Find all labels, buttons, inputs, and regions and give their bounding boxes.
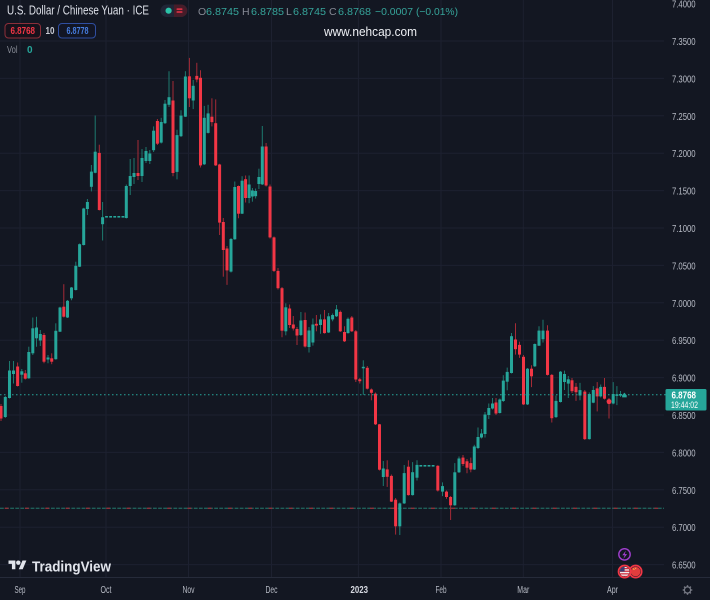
svg-text:C: C — [329, 6, 337, 18]
svg-text:6.8768: 6.8768 — [672, 390, 697, 401]
svg-text:Feb: Feb — [436, 585, 447, 596]
svg-text:6.7000: 6.7000 — [672, 523, 696, 534]
svg-text:Apr: Apr — [607, 585, 618, 596]
svg-text:Nov: Nov — [183, 585, 195, 596]
svg-text:7.3000: 7.3000 — [672, 74, 696, 85]
svg-text:6.9000: 6.9000 — [672, 374, 696, 385]
svg-text:2023: 2023 — [350, 585, 368, 596]
svg-text:10: 10 — [46, 26, 55, 37]
svg-text:7.1000: 7.1000 — [672, 224, 696, 235]
svg-text:6.7500: 6.7500 — [672, 486, 696, 497]
svg-text:6.9500: 6.9500 — [672, 336, 696, 347]
svg-text:6.8778: 6.8778 — [67, 26, 89, 37]
svg-text:www.nehcap.com: www.nehcap.com — [323, 24, 417, 39]
svg-text:Sep: Sep — [15, 585, 26, 596]
svg-text:Oct: Oct — [101, 585, 112, 596]
svg-text:6.8500: 6.8500 — [672, 411, 696, 422]
svg-text:6.6500: 6.6500 — [672, 561, 696, 572]
svg-text:7.2500: 7.2500 — [672, 112, 696, 123]
svg-text:Mar: Mar — [517, 585, 529, 596]
svg-text:7.2000: 7.2000 — [672, 149, 696, 160]
svg-text:6.8785: 6.8785 — [251, 6, 284, 18]
svg-text:7.4000: 7.4000 — [672, 0, 696, 11]
svg-text:6.8768: 6.8768 — [338, 6, 371, 18]
svg-text:6.8745: 6.8745 — [206, 6, 239, 18]
svg-text:H: H — [242, 6, 250, 18]
svg-text:O: O — [198, 6, 206, 18]
svg-text:7.0500: 7.0500 — [672, 261, 696, 272]
svg-text:6.8745: 6.8745 — [293, 6, 326, 18]
svg-text:−0.0007: −0.0007 — [375, 6, 413, 18]
svg-text:7.3500: 7.3500 — [672, 37, 696, 48]
svg-text:Vol: Vol — [7, 45, 18, 56]
svg-text:Dec: Dec — [266, 585, 278, 596]
svg-text:TradingView: TradingView — [32, 560, 112, 576]
svg-text:0: 0 — [27, 45, 33, 56]
svg-text:19:44:02: 19:44:02 — [671, 400, 698, 411]
svg-text:7.0000: 7.0000 — [672, 299, 696, 310]
svg-text:6.8768: 6.8768 — [11, 26, 36, 37]
svg-text:L: L — [286, 6, 292, 18]
svg-text:(−0.01%): (−0.01%) — [416, 6, 458, 18]
svg-text:7.1500: 7.1500 — [672, 187, 696, 198]
svg-text:6.8000: 6.8000 — [672, 448, 696, 459]
svg-text:U.S. Dollar / Chinese Yuan · I: U.S. Dollar / Chinese Yuan · ICE — [7, 4, 149, 18]
